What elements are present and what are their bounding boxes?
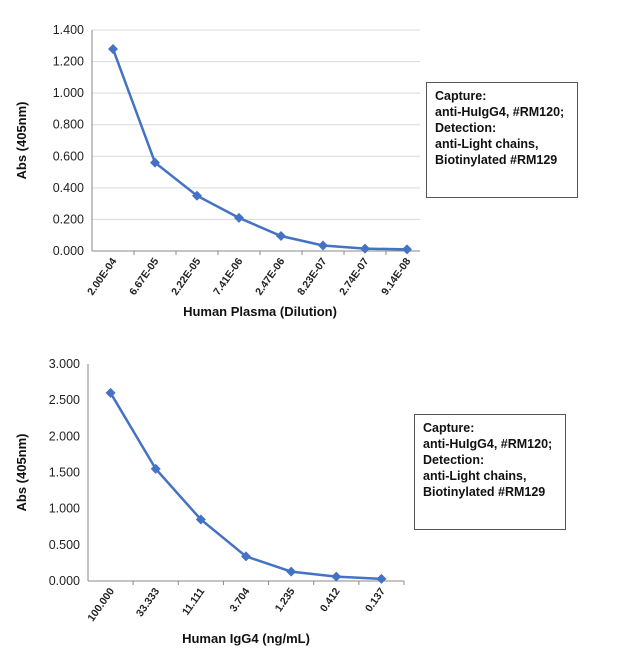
y-tick-label: 0.600 (53, 149, 84, 163)
y-axis-title: Abs (405nm) (14, 101, 29, 179)
legend-box-chart1: Capture: anti-HuIgG4, #RM120; Detection:… (426, 82, 578, 198)
x-tick-label: 2.47E-06 (253, 256, 287, 298)
chart-igg4-concentration: 0.000 0.500 1.000 1.500 2.000 2.500 3.000 100.0… (14, 357, 405, 646)
y-tick-label: 0.000 (49, 574, 80, 588)
legend-line: anti-HuIgG4, #RM120; (423, 437, 553, 451)
y-tick-label: 0.500 (49, 538, 80, 552)
x-tick-label: 0.412 (318, 586, 343, 615)
x-tick-label: 33.333 (134, 586, 162, 619)
legend-line: Capture: (435, 89, 487, 103)
legend-line: Capture: (423, 421, 475, 435)
data-point (402, 244, 412, 255)
x-axis-title: Human IgG4 (ng/mL) (182, 631, 310, 646)
x-tick-label: 1.235 (273, 586, 298, 615)
x-tick-label: 7.41E-06 (211, 256, 245, 298)
y-tick-label: 0.800 (53, 118, 84, 132)
series-line (109, 392, 382, 581)
data-point (331, 571, 342, 582)
legend-line: anti-HuIgG4, #RM120; (435, 105, 565, 119)
data-point (108, 43, 118, 54)
y-tick-label: 1.200 (53, 55, 84, 69)
data-point (105, 387, 116, 398)
chart-plasma-dilution: 0.000 0.200 0.400 0.600 0.800 1.000 1.200 1.400… (14, 23, 420, 319)
y-tick-label: 0.400 (53, 181, 84, 195)
x-tick-label: 8.23E-07 (295, 256, 329, 298)
data-point (192, 190, 202, 201)
y-tick-label: 2.500 (49, 393, 80, 407)
x-tick-label: 2.74E-07 (337, 256, 371, 298)
data-point (376, 573, 387, 584)
legend-line: anti-Light chains, (423, 469, 527, 483)
y-tick-label: 1.500 (49, 466, 80, 480)
y-tick-label: 1.000 (53, 86, 84, 100)
y-tick-label: 1.000 (49, 502, 80, 516)
series-line (111, 48, 408, 251)
y-tick-label: 0.000 (53, 244, 84, 258)
legend-line: anti-Light chains, (435, 137, 539, 151)
data-point (318, 240, 328, 251)
x-tick-label: 100.000 (85, 586, 117, 624)
y-tick-label: 3.000 (49, 357, 80, 371)
data-point (150, 157, 160, 168)
data-point (150, 463, 161, 474)
x-tick-label: 3.704 (228, 586, 253, 615)
legend-line: Detection: (423, 453, 485, 467)
legend-box-chart2: Capture: anti-HuIgG4, #RM120; Detection:… (414, 414, 566, 530)
y-axis-title: Abs (405nm) (14, 433, 29, 511)
data-point (276, 231, 286, 242)
data-point (241, 551, 251, 562)
data-point (360, 243, 370, 254)
y-tick-label: 2.000 (49, 429, 80, 443)
legend-line: Detection: (435, 121, 497, 135)
y-tick-label: 0.200 (53, 212, 84, 226)
x-tick-label: 2.00E-04 (85, 256, 119, 298)
y-tick-label: 1.400 (53, 23, 84, 37)
x-tick-label: 2.22E-05 (169, 256, 203, 298)
data-point (234, 212, 244, 223)
x-tick-label: 11.111 (180, 586, 207, 618)
x-axis-title: Human Plasma (Dilution) (183, 304, 337, 319)
legend-line: Biotinylated #RM129 (435, 153, 558, 167)
x-tick-label: 0.137 (363, 586, 388, 615)
data-point (195, 514, 206, 525)
data-point (286, 566, 297, 577)
x-tick-label: 9.14E-08 (379, 256, 413, 298)
legend-line: Biotinylated #RM129 (423, 485, 546, 499)
x-tick-label: 6.67E-05 (127, 256, 161, 298)
